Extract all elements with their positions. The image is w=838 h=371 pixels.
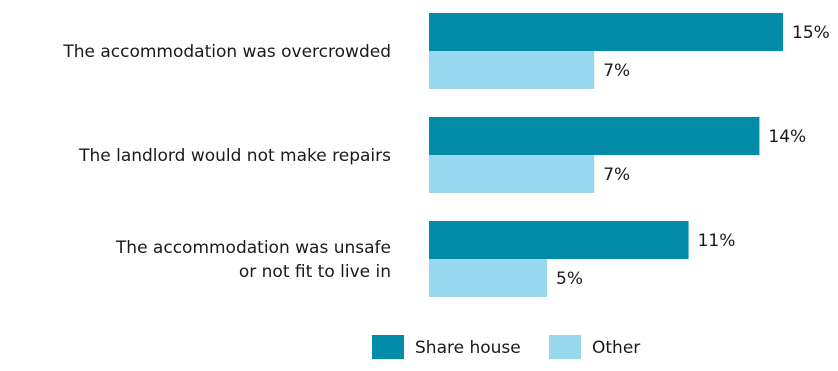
value-label-share-house-0: 15% bbox=[792, 23, 830, 43]
bar-share-house-2 bbox=[429, 221, 689, 259]
category-label-1: The landlord would not make repairs bbox=[78, 146, 391, 166]
legend-swatch-share-house bbox=[372, 335, 404, 359]
category-labels-group: The accommodation was overcrowded The lan… bbox=[62, 42, 391, 282]
legend: Share house Other bbox=[372, 335, 640, 359]
bar-share-house-1 bbox=[429, 117, 760, 155]
bar-other-2 bbox=[429, 259, 547, 297]
legend-swatch-other bbox=[549, 335, 581, 359]
category-label-2-line-0: The accommodation was unsafe bbox=[115, 238, 391, 258]
value-label-share-house-1: 14% bbox=[768, 127, 806, 147]
value-labels-group: 15% 7% 14% 7% 11% 5% bbox=[556, 23, 830, 289]
value-label-other-0: 7% bbox=[603, 61, 630, 81]
category-label-2-line-1: or not fit to live in bbox=[239, 262, 391, 282]
value-label-other-1: 7% bbox=[603, 165, 630, 185]
legend-label-share-house: Share house bbox=[415, 338, 521, 358]
bars-group bbox=[429, 13, 783, 297]
bar-other-1 bbox=[429, 155, 595, 193]
category-label-0: The accommodation was overcrowded bbox=[62, 42, 391, 62]
bar-share-house-0 bbox=[429, 13, 783, 51]
value-label-other-2: 5% bbox=[556, 269, 583, 289]
legend-label-other: Other bbox=[592, 338, 640, 358]
bar-other-0 bbox=[429, 51, 595, 89]
value-label-share-house-2: 11% bbox=[698, 231, 736, 251]
